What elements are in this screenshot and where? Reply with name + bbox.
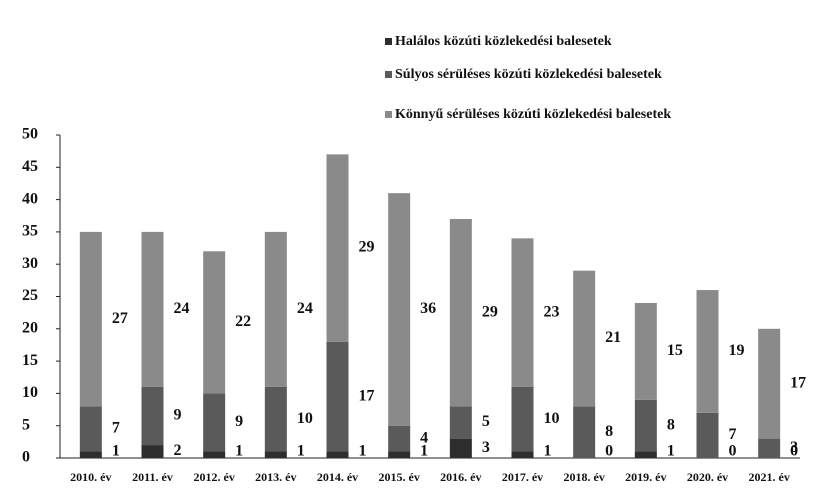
y-tick-label: 50 [22,126,38,143]
bar-segment [264,386,287,452]
data-label: 27 [112,310,128,327]
y-tick-label: 45 [22,158,38,175]
data-label: 0 [790,443,798,460]
bar-segment [758,328,781,439]
bar-segment [264,231,287,387]
data-label: 1 [112,443,120,460]
y-tick-label: 40 [22,190,38,207]
data-label: 0 [605,443,613,460]
data-label: 17 [790,374,806,391]
data-label: 9 [174,407,182,424]
data-label: 1 [544,443,552,460]
x-tick-label: 2020. év [687,470,728,484]
data-label: 7 [729,426,737,443]
data-label: 8 [667,416,675,433]
bar-segment [79,451,102,458]
data-label: 29 [482,303,498,320]
bar-segment [141,231,164,387]
bar-segment [264,451,287,458]
y-tick-label: 0 [22,449,30,466]
data-label: 1 [297,443,305,460]
data-label: 5 [482,413,490,430]
bar-segment [634,399,657,452]
bar-segment [79,231,102,407]
x-tick-label: 2015. év [379,470,420,484]
bar-segment [141,386,164,446]
y-tick-label: 5 [22,416,30,433]
data-label: 3 [482,439,490,456]
y-tick-label: 35 [22,223,38,240]
data-label: 1 [235,443,243,460]
legend-label: Halálos közúti közlekedési balesetek [395,34,612,49]
bar-segment [449,406,472,439]
bar-segment [449,438,472,458]
x-tick-label: 2017. év [502,470,543,484]
bar-segment [388,425,411,452]
data-label: 7 [112,420,120,437]
data-label: 15 [667,342,683,359]
bar-segment [696,412,719,458]
y-tick-label: 15 [22,352,38,369]
x-tick-label: 2011. év [132,470,173,484]
x-tick-label: 2019. év [625,470,666,484]
y-tick-label: 30 [22,255,38,272]
x-tick-label: 2018. év [564,470,605,484]
data-label: 23 [544,303,560,320]
bar-segment [511,386,534,452]
x-tick-label: 2014. év [317,470,358,484]
bar-segment [573,406,596,458]
bar-segment [696,290,719,413]
x-tick-label: 2010. év [70,470,111,484]
data-label: 0 [729,443,737,460]
data-label: 9 [235,413,243,430]
legend-swatch [385,111,392,118]
data-label: 22 [235,313,251,330]
bar-segment [203,251,226,394]
bar-segment [388,451,411,458]
legend-label: Súlyos sérüléses közúti közlekedési bale… [395,67,662,82]
bar-segment [203,393,226,452]
data-label: 29 [359,239,375,256]
data-label: 21 [605,329,621,346]
bar-segment [573,270,596,407]
data-label: 17 [359,387,375,404]
bar-segment [634,451,657,458]
bar-segment [388,193,411,426]
bar-segment [511,451,534,458]
data-label: 2 [174,442,182,459]
x-tick-label: 2021. év [749,470,790,484]
data-label: 4 [420,429,428,446]
bar-segment [203,451,226,458]
bar-segment [326,154,349,342]
y-tick-label: 20 [22,319,38,336]
data-label: 3 [790,439,798,456]
data-label: 8 [605,423,613,440]
data-label: 10 [544,410,560,427]
data-label: 24 [297,300,313,317]
data-label: 24 [174,300,190,317]
y-tick-label: 10 [22,384,38,401]
data-label: 10 [297,410,313,427]
x-tick-label: 2013. év [255,470,296,484]
data-label: 19 [729,342,745,359]
bar-segment [141,445,164,458]
data-label: 1 [420,443,428,460]
data-label: 1 [359,443,367,460]
bar-segment [449,218,472,407]
bar-segment [79,406,102,452]
x-tick-label: 2012. év [194,470,235,484]
bar-segment [634,302,657,400]
bar-segment [326,341,349,452]
data-label: 36 [420,300,436,317]
y-tick-label: 25 [22,287,38,304]
legend-swatch [385,38,392,45]
legend-label: Könnyű sérüléses közúti közlekedési bale… [395,107,671,122]
bar-segment [758,438,781,458]
bar-segment [511,238,534,387]
bar-segment [326,451,349,458]
x-tick-label: 2016. év [440,470,481,484]
legend-swatch [385,71,392,78]
data-label: 1 [667,443,675,460]
